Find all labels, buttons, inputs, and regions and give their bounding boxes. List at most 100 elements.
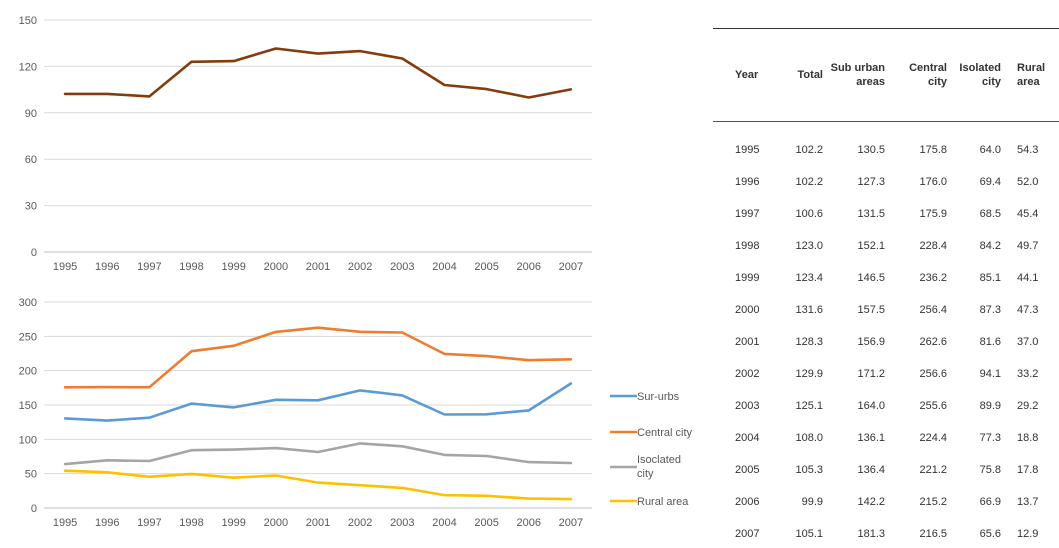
- data-table: Year Total Sub urban areas Central city Isolat…: [713, 28, 1059, 548]
- table-cell: 105.1: [795, 528, 823, 540]
- table-cell: 29.2: [1017, 400, 1039, 412]
- table-header-cell: Sub urban areas: [830, 62, 885, 88]
- table-cell: 136.1: [857, 432, 885, 444]
- table-cell: 45.4: [1017, 208, 1039, 220]
- table-cell: 221.2: [919, 464, 947, 476]
- chart2-x-tick-label: 2003: [390, 517, 414, 529]
- chart2-x-tick-label: 2005: [474, 517, 498, 529]
- chart1-x-tick-label: 2000: [264, 261, 288, 273]
- table-row: 2002 129.9 171.2 256.6 94.1 33.2: [713, 358, 1059, 390]
- chart2-y-tick-label: 0: [31, 503, 37, 515]
- table-cell: 52.0: [1017, 176, 1039, 188]
- chart2-series-line-1: [63, 326, 573, 389]
- chart1-x-tick-label: 2006: [517, 261, 541, 273]
- area-line-chart: 0 50 100 150 200 250 300 1995 1996 1997 1998 1999 20…: [19, 297, 693, 529]
- table-row: 1995 102.2 130.5 175.8 64.0 54.3: [713, 122, 1059, 167]
- table-cell: 164.0: [857, 400, 885, 412]
- table-row: 1999 123.4 146.5 236.2 85.1 44.1: [713, 262, 1059, 294]
- table-cell: 2004: [735, 432, 760, 444]
- table-cell: 123.0: [795, 240, 823, 252]
- chart2-series-line-0: [63, 382, 573, 422]
- chart1-x-tick-label: 2004: [432, 261, 456, 273]
- legend-label-3: Rural area: [637, 496, 689, 508]
- chart1-y-tick-label: 90: [25, 108, 37, 120]
- table-header-cell: Year: [735, 69, 759, 81]
- table-cell: 18.8: [1017, 432, 1039, 444]
- table-cell: 125.1: [795, 400, 823, 412]
- table-cell: 256.4: [919, 304, 947, 316]
- chart1-y-tick-label: 30: [25, 201, 37, 213]
- chart2-y-tick-label: 150: [19, 400, 37, 412]
- table-cell: 181.3: [857, 528, 885, 540]
- table-cell: 127.3: [857, 176, 885, 188]
- table-cell: 255.6: [919, 400, 947, 412]
- table-cell: 102.2: [795, 176, 823, 188]
- table-cell: 13.7: [1017, 496, 1039, 508]
- chart1-x-tick-label: 1999: [221, 261, 245, 273]
- chart2-x-tick-label: 1999: [221, 517, 245, 529]
- table-cell: 108.0: [795, 432, 823, 444]
- chart2-series-line-3: [63, 469, 573, 501]
- table-row: 2007 105.1 181.3 216.5 65.6 12.9: [713, 518, 1059, 548]
- table-cell: 75.8: [979, 464, 1001, 476]
- chart1-x-tick-label: 1995: [53, 261, 77, 273]
- table-cell: 1997: [735, 208, 760, 220]
- chart2-y-tick-label: 50: [25, 469, 37, 481]
- table-cell: 2002: [735, 368, 760, 380]
- table-cell: 2001: [735, 336, 760, 348]
- chart2-x-tick-label: 2007: [559, 517, 583, 529]
- table-body: 1995 102.2 130.5 175.8 64.0 54.3 1996 102.2 127.…: [713, 122, 1059, 548]
- chart2-series-line-2: [63, 442, 573, 466]
- table-cell: 176.0: [919, 176, 947, 188]
- table-cell: 87.3: [979, 304, 1001, 316]
- table-cell: 81.6: [979, 336, 1001, 348]
- table-cell: 157.5: [857, 304, 885, 316]
- table-row: 1998 123.0 152.1 228.4 84.2 49.7: [713, 230, 1059, 262]
- table-cell: 175.9: [919, 208, 947, 220]
- chart1-x-tick-label: 2003: [390, 261, 414, 273]
- table-cell: 85.1: [979, 272, 1001, 284]
- table-cell: 47.3: [1017, 304, 1039, 316]
- table-cell: 2005: [735, 464, 760, 476]
- table-cell: 2003: [735, 400, 760, 412]
- table-cell: 105.3: [795, 464, 823, 476]
- chart2-y-tick-label: 300: [19, 297, 37, 309]
- table-cell: 102.2: [795, 144, 823, 156]
- chart2-x-tick-label: 2001: [306, 517, 330, 529]
- table-cell: 152.1: [857, 240, 885, 252]
- table-cell: 100.6: [795, 208, 823, 220]
- data-table-container: Year Total Sub urban areas Central city Isolat…: [713, 28, 1059, 548]
- table-cell: 12.9: [1017, 528, 1039, 540]
- chart2-x-tick-label: 1998: [179, 517, 203, 529]
- table-cell: 175.8: [919, 144, 947, 156]
- table-cell: 1998: [735, 240, 760, 252]
- table-cell: 131.6: [795, 304, 823, 316]
- table-row: 1997 100.6 131.5 175.9 68.5 45.4: [713, 198, 1059, 230]
- chart1-x-tick-label: 2002: [348, 261, 372, 273]
- table-row: 1996 102.2 127.3 176.0 69.4 52.0: [713, 166, 1059, 198]
- chart2-x-tick-label: 1996: [95, 517, 119, 529]
- chart2-x-tick-label: 1997: [137, 517, 161, 529]
- table-cell: 236.2: [919, 272, 947, 284]
- table-cell: 142.2: [857, 496, 885, 508]
- table-cell: 256.6: [919, 368, 947, 380]
- legend-label-0: Sur-urbs: [637, 391, 680, 403]
- table-cell: 123.4: [795, 272, 823, 284]
- table-cell: 171.2: [857, 368, 885, 380]
- chart2-x-tick-label: 2000: [264, 517, 288, 529]
- chart2-y-tick-label: 100: [19, 434, 37, 446]
- table-cell: 37.0: [1017, 336, 1039, 348]
- table-row: 2003 125.1 164.0 255.6 89.9 29.2: [713, 390, 1059, 422]
- table-cell: 68.5: [979, 208, 1001, 220]
- table-cell: 156.9: [857, 336, 885, 348]
- table-cell: 94.1: [979, 368, 1001, 380]
- table-cell: 130.5: [857, 144, 885, 156]
- table-cell: 224.4: [919, 432, 947, 444]
- table-cell: 84.2: [979, 240, 1001, 252]
- table-row: 2000 131.6 157.5 256.4 87.3 47.3: [713, 294, 1059, 326]
- table-row: 2004 108.0 136.1 224.4 77.3 18.8: [713, 422, 1059, 454]
- chart1-y-tick-label: 120: [19, 61, 37, 73]
- chart1-x-tick-label: 2007: [559, 261, 583, 273]
- table-cell: 1995: [735, 144, 760, 156]
- chart1-series-line-0: [63, 47, 573, 99]
